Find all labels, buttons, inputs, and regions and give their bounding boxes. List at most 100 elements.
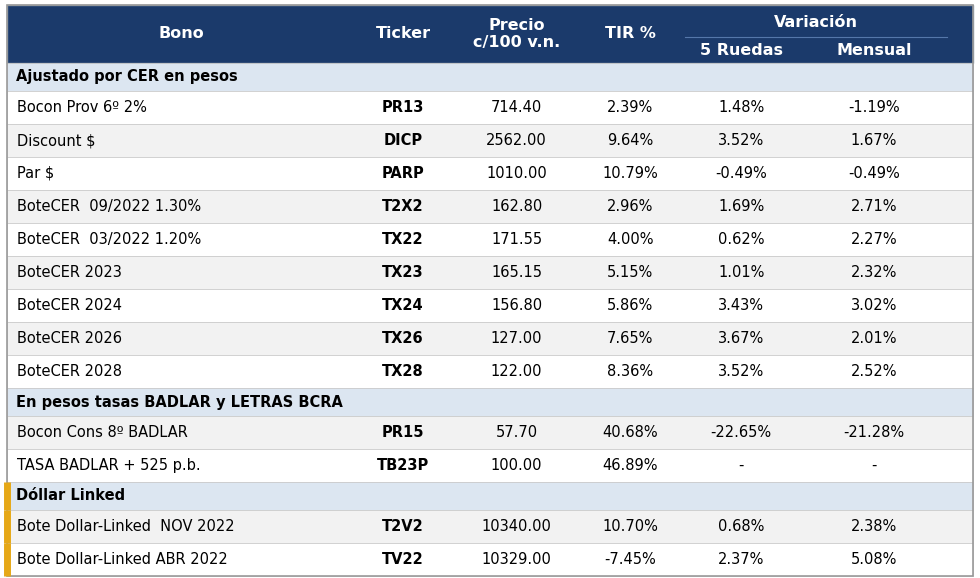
Text: 2.52%: 2.52% bbox=[851, 364, 898, 379]
Text: Par $: Par $ bbox=[17, 166, 54, 181]
Text: BoteCER 2024: BoteCER 2024 bbox=[17, 298, 122, 313]
Text: TX28: TX28 bbox=[382, 364, 424, 379]
Bar bbox=[7, 190, 973, 223]
Text: T2X2: T2X2 bbox=[382, 199, 424, 214]
Text: -7.45%: -7.45% bbox=[605, 552, 656, 567]
Text: BoteCER  09/2022 1.30%: BoteCER 09/2022 1.30% bbox=[17, 199, 201, 214]
Text: -1.19%: -1.19% bbox=[848, 100, 900, 115]
Text: BoteCER 2023: BoteCER 2023 bbox=[17, 265, 122, 280]
Text: TX24: TX24 bbox=[382, 298, 424, 313]
Text: 100.00: 100.00 bbox=[491, 458, 542, 473]
Text: TIR %: TIR % bbox=[605, 27, 656, 42]
Text: 10329.00: 10329.00 bbox=[481, 552, 552, 567]
Text: 2.39%: 2.39% bbox=[607, 100, 654, 115]
Text: PARP: PARP bbox=[381, 166, 424, 181]
Bar bbox=[7, 157, 973, 190]
Text: -: - bbox=[739, 458, 744, 473]
Text: 2.71%: 2.71% bbox=[851, 199, 898, 214]
Text: 8.36%: 8.36% bbox=[607, 364, 653, 379]
Text: -: - bbox=[871, 458, 877, 473]
Bar bbox=[7, 543, 973, 576]
Text: En pesos tasas BADLAR y LETRAS BCRA: En pesos tasas BADLAR y LETRAS BCRA bbox=[16, 395, 343, 409]
Text: 1010.00: 1010.00 bbox=[486, 166, 547, 181]
Text: 3.43%: 3.43% bbox=[718, 298, 764, 313]
Text: 5 Ruedas: 5 Ruedas bbox=[700, 43, 783, 58]
Text: TX26: TX26 bbox=[382, 331, 424, 346]
Text: 1.67%: 1.67% bbox=[851, 133, 897, 148]
Text: -21.28%: -21.28% bbox=[844, 425, 905, 440]
Bar bbox=[7, 91, 973, 124]
Text: TB23P: TB23P bbox=[377, 458, 429, 473]
Text: Bono: Bono bbox=[158, 27, 204, 42]
Text: 0.62%: 0.62% bbox=[718, 232, 764, 247]
Text: -0.49%: -0.49% bbox=[715, 166, 767, 181]
Text: BoteCER 2026: BoteCER 2026 bbox=[17, 331, 122, 346]
Text: Precio
c/100 v.n.: Precio c/100 v.n. bbox=[473, 18, 561, 50]
Text: 162.80: 162.80 bbox=[491, 199, 542, 214]
Text: 2.27%: 2.27% bbox=[851, 232, 898, 247]
Text: Bote Dollar-Linked ABR 2022: Bote Dollar-Linked ABR 2022 bbox=[17, 552, 227, 567]
Bar bbox=[7, 124, 973, 157]
Bar bbox=[7, 5, 973, 63]
Text: 171.55: 171.55 bbox=[491, 232, 542, 247]
Text: 0.68%: 0.68% bbox=[718, 519, 764, 534]
Text: 1.01%: 1.01% bbox=[718, 265, 764, 280]
Text: 5.86%: 5.86% bbox=[607, 298, 654, 313]
Text: TX23: TX23 bbox=[382, 265, 424, 280]
Bar bbox=[7, 355, 973, 388]
Text: 5.08%: 5.08% bbox=[851, 552, 897, 567]
Text: 57.70: 57.70 bbox=[496, 425, 538, 440]
Text: -0.49%: -0.49% bbox=[848, 166, 900, 181]
Text: 122.00: 122.00 bbox=[491, 364, 542, 379]
Text: Bote Dollar-Linked  NOV 2022: Bote Dollar-Linked NOV 2022 bbox=[17, 519, 234, 534]
Text: 46.89%: 46.89% bbox=[603, 458, 658, 473]
Text: 10340.00: 10340.00 bbox=[481, 519, 552, 534]
Text: Ajustado por CER en pesos: Ajustado por CER en pesos bbox=[16, 69, 237, 84]
Text: BoteCER  03/2022 1.20%: BoteCER 03/2022 1.20% bbox=[17, 232, 201, 247]
Text: T2V2: T2V2 bbox=[382, 519, 424, 534]
Bar bbox=[7, 482, 973, 510]
Bar bbox=[7, 449, 973, 482]
Text: Discount $: Discount $ bbox=[17, 133, 95, 148]
Text: 2.96%: 2.96% bbox=[607, 199, 654, 214]
Text: 40.68%: 40.68% bbox=[603, 425, 658, 440]
Text: 2.37%: 2.37% bbox=[718, 552, 764, 567]
Text: PR13: PR13 bbox=[382, 100, 424, 115]
Text: 156.80: 156.80 bbox=[491, 298, 542, 313]
Text: 10.79%: 10.79% bbox=[602, 166, 658, 181]
Bar bbox=[7, 388, 973, 416]
Text: 2.01%: 2.01% bbox=[851, 331, 898, 346]
Bar bbox=[7, 416, 973, 449]
Text: TV22: TV22 bbox=[382, 552, 424, 567]
Text: 3.52%: 3.52% bbox=[718, 364, 764, 379]
Text: 4.00%: 4.00% bbox=[607, 232, 654, 247]
Text: 3.02%: 3.02% bbox=[851, 298, 897, 313]
Text: 1.48%: 1.48% bbox=[718, 100, 764, 115]
Bar bbox=[7, 223, 973, 256]
Bar bbox=[7, 510, 973, 543]
Text: Bocon Prov 6º 2%: Bocon Prov 6º 2% bbox=[17, 100, 147, 115]
Text: 165.15: 165.15 bbox=[491, 265, 542, 280]
Bar bbox=[7, 63, 973, 91]
Text: Ticker: Ticker bbox=[375, 27, 430, 42]
Text: 5.15%: 5.15% bbox=[607, 265, 654, 280]
Text: TASA BADLAR + 525 p.b.: TASA BADLAR + 525 p.b. bbox=[17, 458, 201, 473]
Text: 2.38%: 2.38% bbox=[851, 519, 897, 534]
Text: 3.67%: 3.67% bbox=[718, 331, 764, 346]
Bar bbox=[7, 256, 973, 289]
Text: TX22: TX22 bbox=[382, 232, 424, 247]
Text: 1.69%: 1.69% bbox=[718, 199, 764, 214]
Bar bbox=[7, 322, 973, 355]
Text: 2562.00: 2562.00 bbox=[486, 133, 547, 148]
Text: 7.65%: 7.65% bbox=[607, 331, 654, 346]
Text: BoteCER 2028: BoteCER 2028 bbox=[17, 364, 122, 379]
Text: 9.64%: 9.64% bbox=[607, 133, 654, 148]
Text: Bocon Cons 8º BADLAR: Bocon Cons 8º BADLAR bbox=[17, 425, 188, 440]
Text: 127.00: 127.00 bbox=[491, 331, 542, 346]
Text: -22.65%: -22.65% bbox=[710, 425, 771, 440]
Text: Mensual: Mensual bbox=[836, 43, 911, 58]
Text: DICP: DICP bbox=[383, 133, 422, 148]
Text: 10.70%: 10.70% bbox=[602, 519, 658, 534]
Text: 3.52%: 3.52% bbox=[718, 133, 764, 148]
Text: PR15: PR15 bbox=[382, 425, 424, 440]
